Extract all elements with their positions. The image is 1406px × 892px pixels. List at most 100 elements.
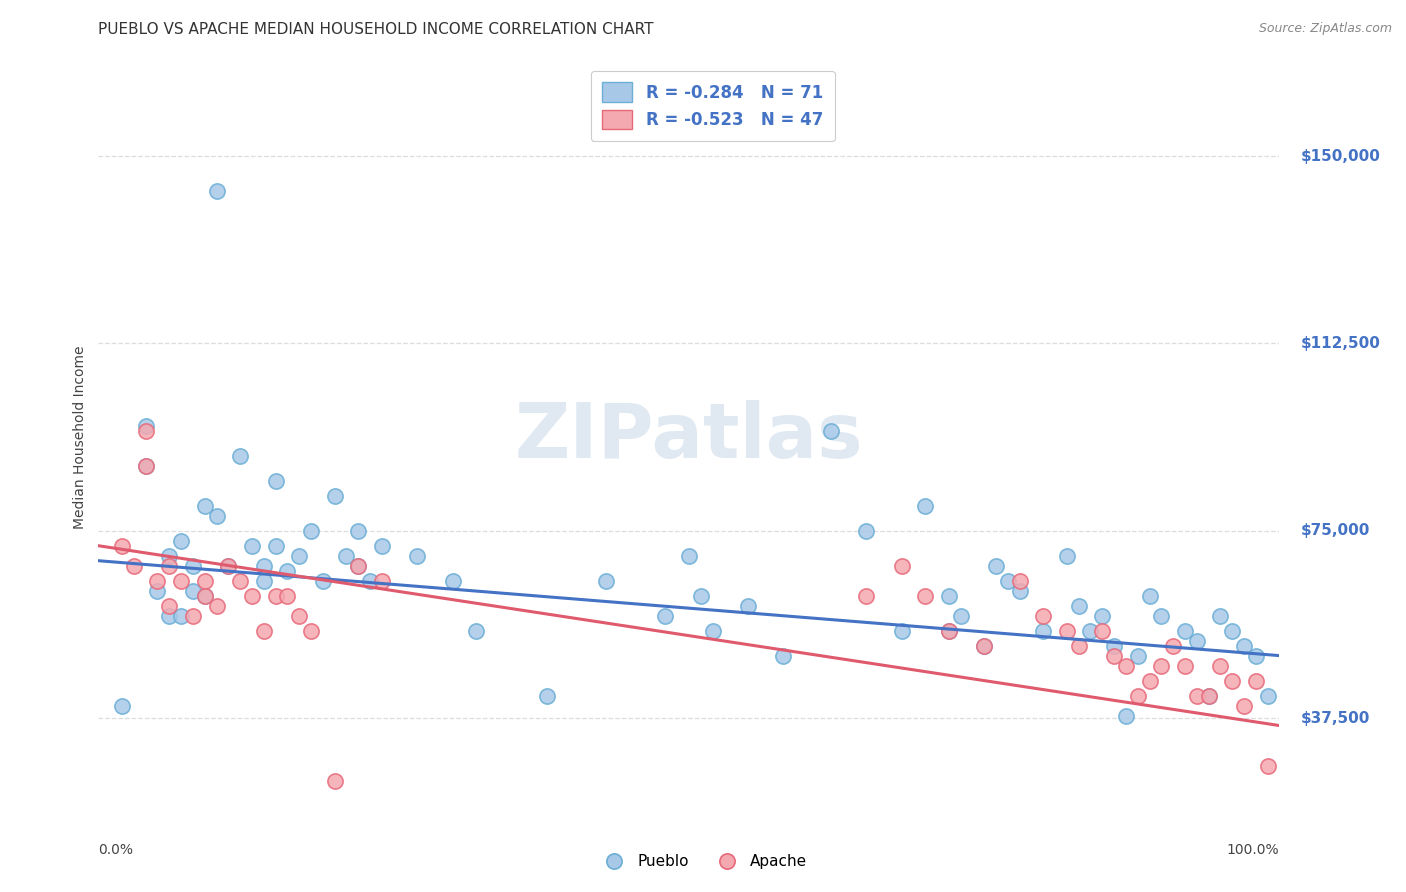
Point	[973, 639, 995, 653]
Point	[984, 558, 1007, 573]
Point	[264, 539, 287, 553]
Point	[1185, 633, 1208, 648]
Point	[890, 558, 912, 573]
Point	[1150, 608, 1173, 623]
Point	[1174, 624, 1197, 638]
Point	[820, 424, 842, 438]
Point	[595, 574, 617, 588]
Point	[135, 424, 157, 438]
Point	[170, 574, 193, 588]
Point	[1102, 648, 1125, 663]
Point	[146, 574, 169, 588]
Point	[264, 589, 287, 603]
Point	[288, 608, 311, 623]
Point	[276, 564, 298, 578]
Point	[1115, 658, 1137, 673]
Point	[1161, 639, 1184, 653]
Point	[181, 583, 204, 598]
Text: PUEBLO VS APACHE MEDIAN HOUSEHOLD INCOME CORRELATION CHART: PUEBLO VS APACHE MEDIAN HOUSEHOLD INCOME…	[98, 22, 654, 37]
Point	[1198, 689, 1220, 703]
Point	[157, 599, 180, 613]
Point	[299, 624, 322, 638]
Point	[359, 574, 381, 588]
Point	[347, 558, 370, 573]
Point	[347, 558, 370, 573]
Point	[938, 589, 960, 603]
Point	[157, 549, 180, 563]
Point	[122, 558, 145, 573]
Point	[288, 549, 311, 563]
Point	[914, 589, 936, 603]
Point	[702, 624, 724, 638]
Point	[157, 608, 180, 623]
Point	[1067, 599, 1090, 613]
Point	[465, 624, 488, 638]
Point	[276, 589, 298, 603]
Point	[240, 539, 263, 553]
Point	[205, 508, 228, 523]
Point	[1233, 639, 1256, 653]
Point	[371, 539, 394, 553]
Text: $150,000: $150,000	[1301, 149, 1381, 163]
Legend: Pueblo, Apache: Pueblo, Apache	[593, 848, 813, 875]
Point	[772, 648, 794, 663]
Point	[1115, 708, 1137, 723]
Point	[111, 539, 134, 553]
Point	[217, 558, 239, 573]
Point	[1209, 608, 1232, 623]
Point	[194, 589, 217, 603]
Point	[111, 698, 134, 713]
Text: $112,500: $112,500	[1301, 336, 1381, 351]
Y-axis label: Median Household Income: Median Household Income	[73, 345, 87, 529]
Point	[299, 524, 322, 538]
Point	[1139, 589, 1161, 603]
Point	[1008, 583, 1031, 598]
Point	[323, 489, 346, 503]
Point	[1056, 624, 1078, 638]
Point	[441, 574, 464, 588]
Point	[347, 524, 370, 538]
Point	[146, 583, 169, 598]
Point	[205, 599, 228, 613]
Point	[890, 624, 912, 638]
Point	[1126, 648, 1149, 663]
Point	[654, 608, 676, 623]
Point	[217, 558, 239, 573]
Point	[170, 533, 193, 548]
Point	[312, 574, 335, 588]
Point	[855, 524, 877, 538]
Point	[181, 608, 204, 623]
Point	[240, 589, 263, 603]
Legend: R = -0.284   N = 71, R = -0.523   N = 47: R = -0.284 N = 71, R = -0.523 N = 47	[591, 70, 835, 141]
Point	[1008, 574, 1031, 588]
Point	[855, 589, 877, 603]
Point	[194, 589, 217, 603]
Point	[1198, 689, 1220, 703]
Text: 100.0%: 100.0%	[1227, 843, 1279, 857]
Point	[1032, 624, 1054, 638]
Point	[229, 449, 252, 463]
Point	[229, 574, 252, 588]
Point	[1220, 624, 1243, 638]
Point	[1233, 698, 1256, 713]
Point	[323, 773, 346, 788]
Point	[1257, 758, 1279, 772]
Point	[135, 418, 157, 433]
Point	[170, 608, 193, 623]
Point	[938, 624, 960, 638]
Point	[678, 549, 700, 563]
Point	[1220, 673, 1243, 688]
Point	[938, 624, 960, 638]
Point	[135, 458, 157, 473]
Point	[536, 689, 558, 703]
Point	[253, 574, 276, 588]
Point	[135, 458, 157, 473]
Point	[1174, 658, 1197, 673]
Text: $75,000: $75,000	[1301, 524, 1369, 538]
Point	[1102, 639, 1125, 653]
Point	[157, 558, 180, 573]
Point	[1067, 639, 1090, 653]
Point	[914, 499, 936, 513]
Point	[253, 624, 276, 638]
Point	[1185, 689, 1208, 703]
